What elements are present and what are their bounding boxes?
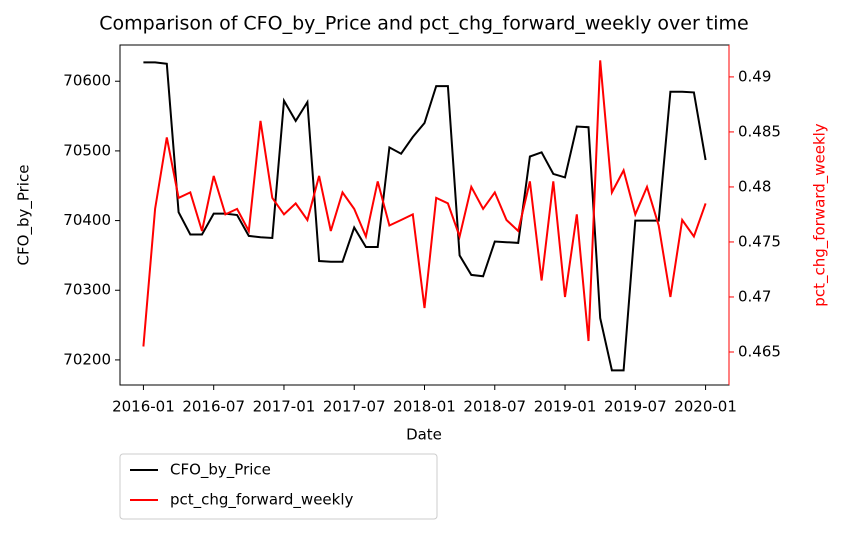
y-axis-label: CFO_by_Price [15, 165, 34, 266]
x-tick-label: 2018-07 [463, 398, 526, 416]
y2-tick-label: 0.48 [738, 177, 771, 195]
x-tick-label: 2019-07 [604, 398, 667, 416]
x-tick-label: 2017-01 [253, 398, 316, 416]
y-tick-label: 70400 [63, 211, 111, 229]
x-tick-label: 2018-01 [393, 398, 456, 416]
y2-tick-label: 0.47 [738, 287, 771, 305]
x-tick-label: 2019-01 [534, 398, 597, 416]
x-tick-label: 2016-01 [112, 398, 175, 416]
y-tick-label: 70600 [63, 72, 111, 90]
x-tick-label: 2020-01 [674, 398, 737, 416]
x-tick-label: 2016-07 [182, 398, 245, 416]
data-line [143, 61, 707, 372]
legend-box [119, 453, 438, 520]
chart-title: Comparison of CFO_by_Price and pct_chg_f… [99, 13, 748, 35]
y-tick-label: 70200 [63, 350, 111, 368]
x-axis-label: Date [406, 426, 442, 444]
data-line [142, 60, 707, 347]
y2-tick-label: 0.485 [738, 122, 781, 140]
y2-tick-label: 0.465 [738, 342, 781, 360]
plot-frame [119, 44, 730, 386]
y2-tick-label: 0.475 [738, 232, 781, 250]
legend-label: pct_chg_forward_weekly [170, 491, 354, 510]
x-tick-label: 2017-07 [323, 398, 386, 416]
y2-axis-label: pct_chg_forward_weekly [811, 123, 830, 307]
y-tick-label: 70500 [63, 141, 111, 159]
y-tick-label: 70300 [63, 281, 111, 299]
y2-tick-label: 0.49 [738, 67, 771, 85]
legend-label: CFO_by_Price [170, 461, 271, 480]
